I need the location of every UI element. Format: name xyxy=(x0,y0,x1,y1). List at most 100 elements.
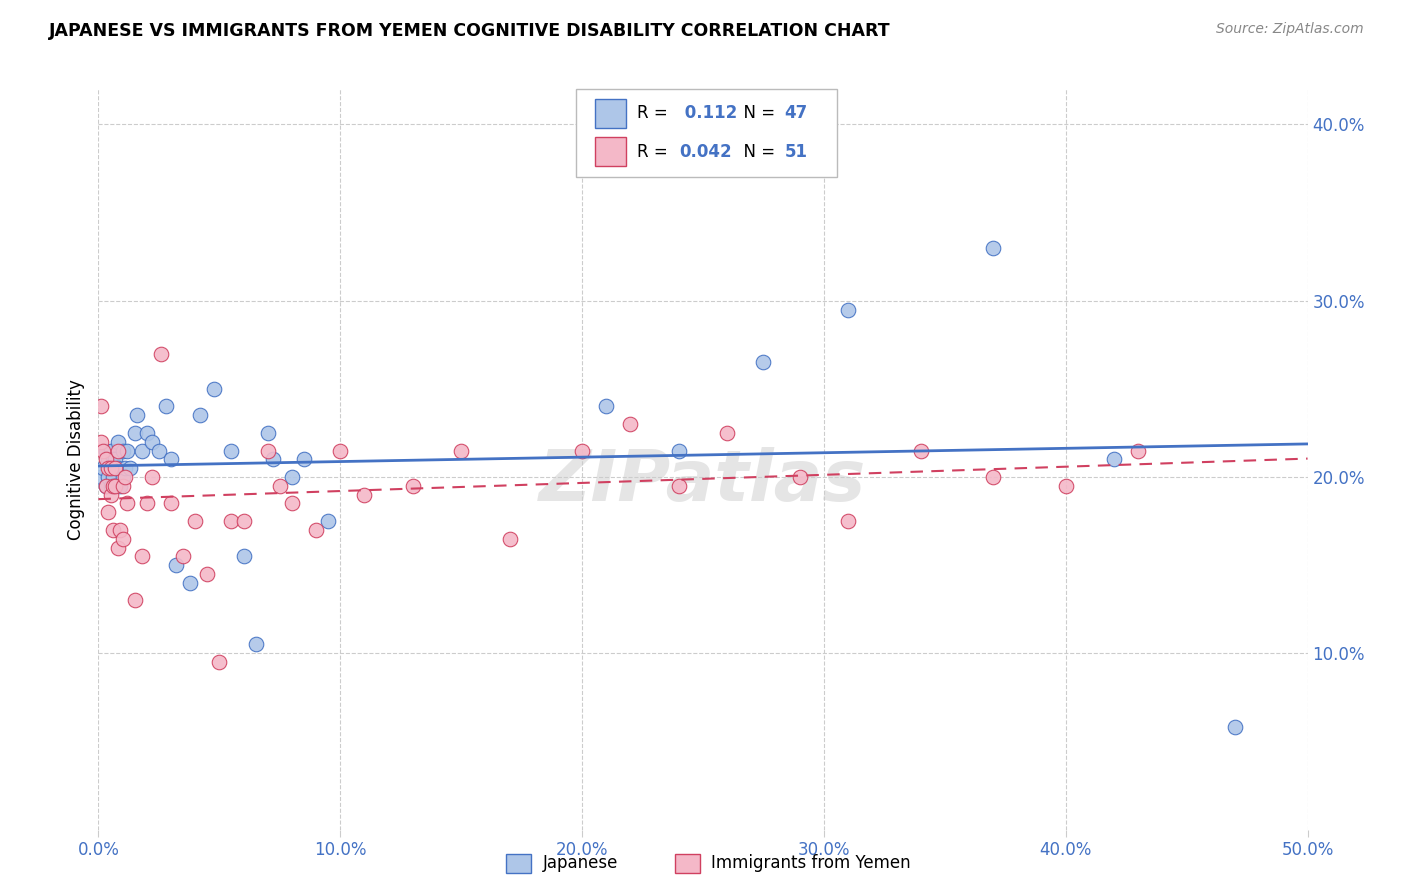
Point xyxy=(104,479,127,493)
Text: JAPANESE VS IMMIGRANTS FROM YEMEN COGNITIVE DISABILITY CORRELATION CHART: JAPANESE VS IMMIGRANTS FROM YEMEN COGNIT… xyxy=(49,22,891,40)
Point xyxy=(97,461,120,475)
Point xyxy=(910,443,932,458)
Point xyxy=(141,434,163,449)
Point xyxy=(837,302,859,317)
Point xyxy=(111,532,134,546)
Point xyxy=(789,470,811,484)
Point xyxy=(256,425,278,440)
Point xyxy=(135,496,157,510)
Point xyxy=(100,479,122,493)
Point xyxy=(221,514,243,528)
Point xyxy=(111,470,134,484)
Point xyxy=(100,488,122,502)
Point xyxy=(111,443,134,458)
Point xyxy=(101,452,124,467)
Point xyxy=(281,470,304,484)
Point xyxy=(150,346,173,360)
Point xyxy=(114,461,136,475)
Point xyxy=(107,443,129,458)
Point xyxy=(837,514,859,528)
Point xyxy=(117,496,139,510)
Point xyxy=(752,355,775,369)
Text: 0.042: 0.042 xyxy=(679,143,731,161)
Point xyxy=(716,425,738,440)
Point xyxy=(204,382,226,396)
Point xyxy=(316,514,339,528)
Point xyxy=(131,549,153,564)
Point xyxy=(100,443,122,458)
Point xyxy=(179,575,201,590)
Point xyxy=(90,470,112,484)
Point xyxy=(245,637,267,651)
Point xyxy=(353,488,375,502)
Point xyxy=(402,479,425,493)
Point xyxy=(262,452,284,467)
Point xyxy=(104,452,127,467)
Point xyxy=(124,593,146,607)
Point xyxy=(100,461,122,475)
Point xyxy=(108,523,131,537)
Text: N =: N = xyxy=(733,104,780,122)
Point xyxy=(104,479,127,493)
Point xyxy=(1102,452,1125,467)
Point xyxy=(281,496,304,510)
Point xyxy=(107,541,129,555)
Point xyxy=(94,479,117,493)
Point xyxy=(981,470,1004,484)
Text: 0.112: 0.112 xyxy=(679,104,737,122)
Point xyxy=(232,514,254,528)
Point xyxy=(619,417,641,431)
Point xyxy=(108,479,131,493)
Point xyxy=(117,443,139,458)
Point xyxy=(269,479,291,493)
Point xyxy=(90,400,112,414)
Point xyxy=(101,479,124,493)
Point xyxy=(127,409,149,423)
Point xyxy=(94,443,117,458)
Point xyxy=(172,549,194,564)
Text: Source: ZipAtlas.com: Source: ZipAtlas.com xyxy=(1216,22,1364,37)
Point xyxy=(1054,479,1077,493)
Text: R =: R = xyxy=(637,143,673,161)
Text: Immigrants from Yemen: Immigrants from Yemen xyxy=(711,855,911,872)
Point xyxy=(981,241,1004,255)
Point xyxy=(101,470,124,484)
Point xyxy=(450,443,472,458)
Y-axis label: Cognitive Disability: Cognitive Disability xyxy=(66,379,84,540)
Point xyxy=(668,443,690,458)
Point xyxy=(256,443,278,458)
Point xyxy=(498,532,520,546)
Point xyxy=(107,461,129,475)
Point xyxy=(195,566,218,581)
Point xyxy=(94,452,117,467)
Point xyxy=(595,400,617,414)
Point xyxy=(124,425,146,440)
Point xyxy=(305,523,328,537)
Point xyxy=(155,400,177,414)
Point xyxy=(1128,443,1150,458)
Point xyxy=(104,461,127,475)
Point xyxy=(101,523,124,537)
Point xyxy=(97,452,120,467)
Text: N =: N = xyxy=(733,143,780,161)
Point xyxy=(107,434,129,449)
Point xyxy=(1223,720,1246,734)
Text: 47: 47 xyxy=(785,104,808,122)
Point xyxy=(141,470,163,484)
Point xyxy=(94,479,117,493)
Point xyxy=(97,505,120,519)
Point xyxy=(292,452,315,467)
Point xyxy=(232,549,254,564)
Text: R =: R = xyxy=(637,104,673,122)
Point xyxy=(329,443,352,458)
Point xyxy=(160,496,183,510)
Point xyxy=(184,514,207,528)
Point xyxy=(131,443,153,458)
Text: ZIPatlas: ZIPatlas xyxy=(540,447,866,516)
Text: 51: 51 xyxy=(785,143,807,161)
Point xyxy=(114,470,136,484)
Point xyxy=(571,443,593,458)
Point xyxy=(90,434,112,449)
Point xyxy=(118,461,141,475)
Point xyxy=(148,443,170,458)
